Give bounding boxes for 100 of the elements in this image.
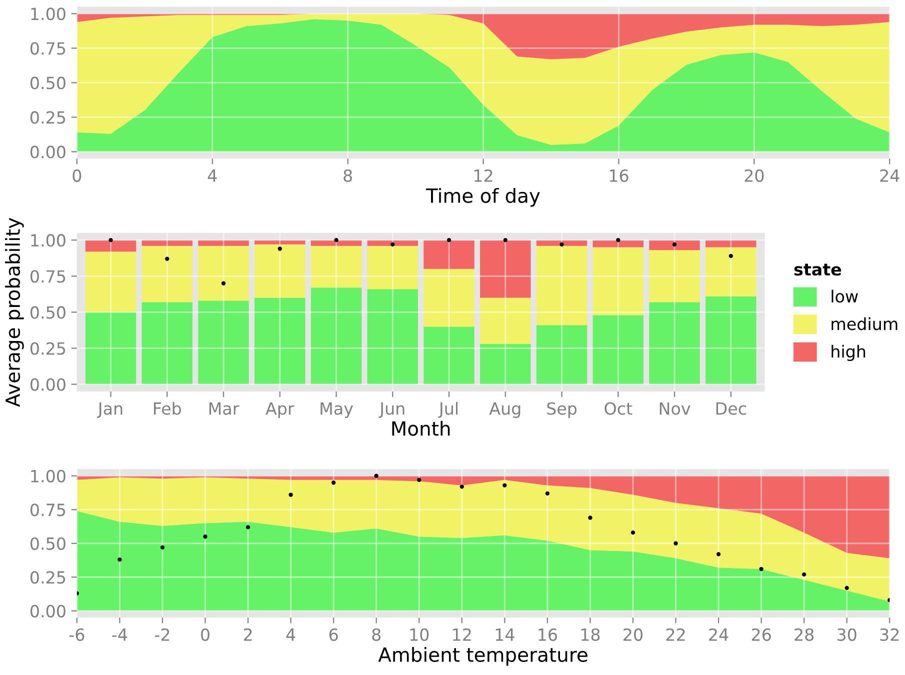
x-tick-label: Nov [660, 402, 690, 415]
bar [592, 247, 644, 316]
bar [592, 240, 644, 248]
bar [424, 326, 474, 384]
x-tick-label: -4 [112, 628, 128, 641]
point [278, 246, 282, 251]
bar [310, 240, 362, 246]
bar [706, 240, 756, 248]
x-tick-label: 26 [752, 628, 771, 641]
x-axis-title: Ambient temperature [378, 646, 588, 666]
point [108, 238, 113, 242]
bar [142, 302, 192, 384]
bar [536, 325, 588, 384]
y-tick-label: 0.50 [30, 76, 66, 90]
x-tick-label: 18 [581, 628, 600, 641]
x-tick-label: Mar [209, 402, 240, 415]
bar [310, 246, 362, 288]
y-tick-label: 0.00 [30, 378, 66, 391]
bar [254, 298, 306, 384]
bar [480, 298, 531, 344]
x-tick-label: Feb [154, 402, 181, 415]
bar [367, 240, 418, 246]
x-tick-label: Oct [604, 402, 632, 415]
point [844, 586, 849, 590]
x-tick-label: Sep [547, 402, 577, 418]
bar [424, 268, 474, 327]
bar [706, 247, 756, 296]
legend-label: medium [832, 317, 898, 330]
y-tick-label: 0.25 [30, 342, 66, 355]
bar [367, 289, 418, 384]
point [759, 566, 764, 572]
bar [254, 240, 306, 244]
point [728, 254, 733, 258]
y-tick-label: 0.25 [30, 111, 66, 124]
x-tick-label: Apr [266, 402, 294, 418]
point [390, 242, 395, 246]
x-tick-label: Dec [716, 402, 746, 415]
y-tick-label: 0.50 [30, 306, 66, 319]
x-tick-label: May [320, 402, 353, 418]
bar [198, 300, 249, 384]
x-axis-title: Month [392, 420, 450, 436]
x-tick-label: 10 [410, 628, 429, 641]
bar [480, 344, 531, 384]
point [165, 256, 170, 261]
point [588, 516, 592, 520]
x-tick-label: Jan [97, 402, 122, 418]
y-tick-label: 1.00 [31, 8, 66, 20]
bar [536, 240, 588, 246]
point [76, 591, 80, 596]
bar [310, 288, 362, 384]
x-tick-label: 8 [344, 169, 352, 182]
x-tick-label: 2 [244, 628, 252, 641]
x-tick-label: 6 [329, 628, 338, 641]
x-tick-label: 8 [372, 628, 380, 641]
y-tick-label: 1.00 [31, 470, 66, 482]
y-tick-label: 0.00 [30, 604, 66, 618]
point [503, 238, 508, 242]
x-tick-label: 12 [474, 169, 492, 182]
point [672, 242, 677, 246]
legend-label: high [832, 344, 866, 362]
x-tick-label: 24 [709, 628, 728, 641]
y-tick-label: 0.50 [30, 537, 66, 550]
x-tick-label: Jul [438, 402, 458, 418]
y-tick-label: 1.00 [31, 234, 66, 247]
bar [480, 240, 531, 298]
bar [142, 246, 192, 302]
point [118, 557, 122, 562]
point [221, 281, 226, 286]
point [288, 492, 293, 497]
x-tick-label: 14 [496, 628, 514, 641]
bar [198, 246, 249, 301]
x-tick-label: Aug [489, 402, 520, 418]
y-tick-label: 0.75 [30, 504, 66, 516]
x-tick-label: -6 [69, 628, 84, 641]
bar [536, 246, 588, 326]
bar [649, 240, 700, 250]
point [630, 530, 636, 535]
point [716, 552, 721, 556]
bar [85, 312, 136, 384]
point [802, 572, 806, 577]
bar [85, 240, 136, 252]
x-tick-label: 4 [286, 628, 296, 641]
x-tick-label: 12 [453, 628, 471, 641]
bar [649, 250, 700, 302]
x-tick-label: 32 [880, 628, 899, 641]
bar [85, 252, 136, 312]
legend-label: low [832, 290, 858, 303]
x-tick-label: 20 [624, 628, 642, 641]
bar [367, 246, 418, 290]
point [460, 484, 464, 489]
x-tick-label: 0 [201, 628, 210, 641]
point [545, 491, 550, 496]
x-tick-label: -2 [154, 628, 170, 641]
x-tick-label: 4 [208, 170, 217, 182]
y-tick-label: 0.75 [30, 42, 66, 55]
x-axis-title: Time of day [426, 188, 540, 207]
point [674, 541, 678, 546]
point [417, 478, 422, 482]
y-tick-label: 0.75 [30, 270, 66, 283]
point [616, 238, 620, 242]
